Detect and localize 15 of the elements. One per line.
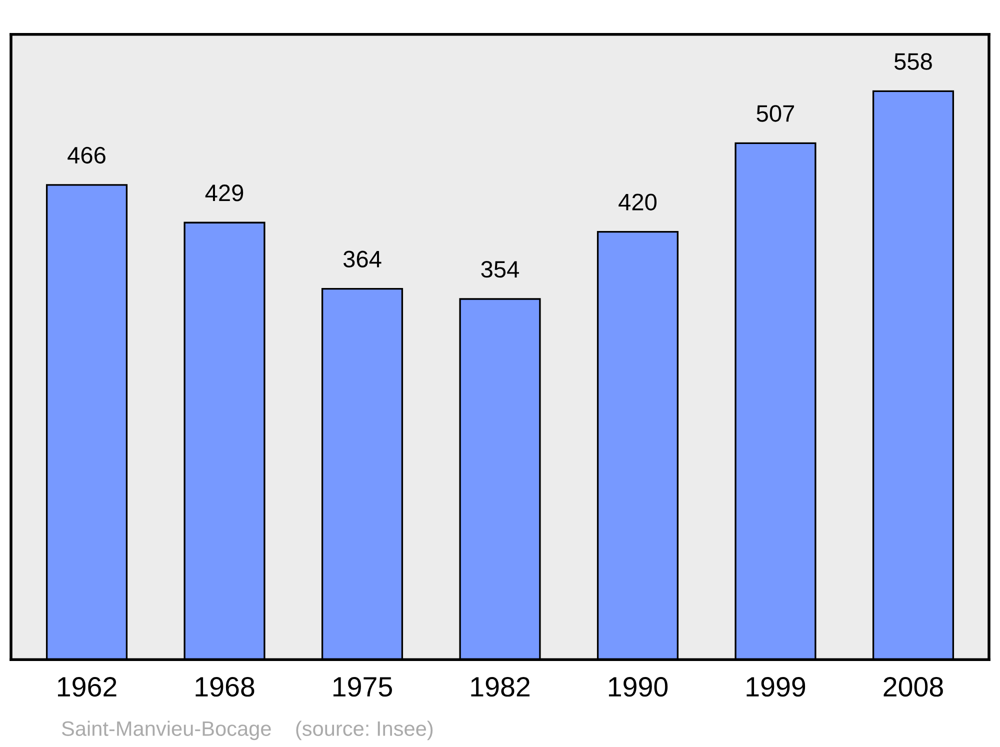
x-tick-label: 1975: [333, 677, 392, 697]
x-tick-label: 1990: [608, 677, 668, 697]
data-label: 429: [205, 184, 244, 202]
data-label: 507: [756, 105, 794, 122]
data-label: 466: [68, 146, 106, 164]
x-tick-label: 2008: [884, 677, 943, 697]
x-tick-label: 1999: [746, 677, 806, 697]
x-tick-label: 1968: [196, 677, 254, 697]
text: Saint-Manvieu-Bocage (source: Insee): [62, 720, 433, 740]
x-tick-label: 1982: [471, 677, 530, 697]
data-label: 354: [481, 260, 520, 278]
x-tick-label: 1962: [58, 677, 116, 697]
data-label: 364: [343, 250, 382, 268]
data-label: 558: [894, 53, 932, 70]
data-label: 420: [618, 194, 657, 210]
